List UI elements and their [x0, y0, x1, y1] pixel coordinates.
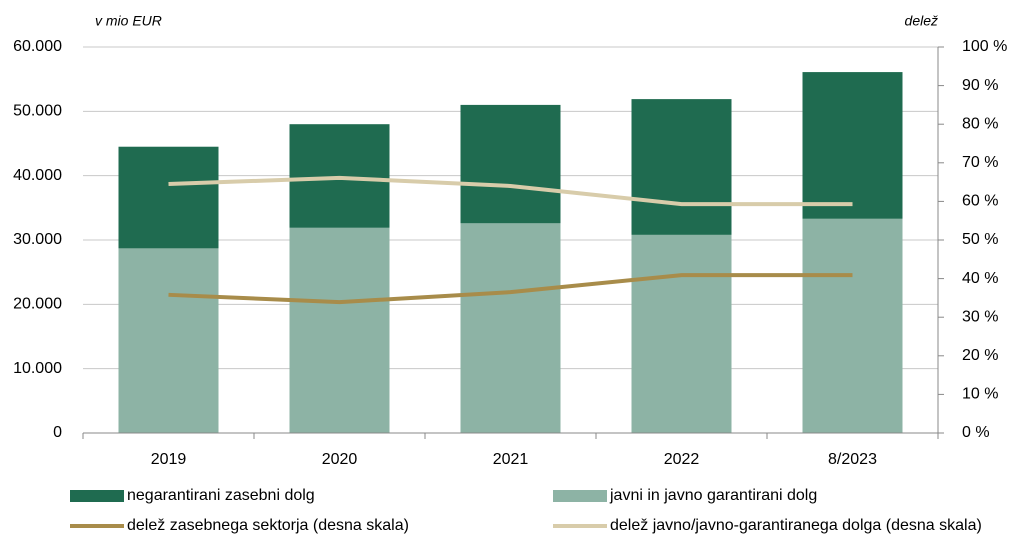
bar-segment — [289, 227, 390, 433]
y2-tick-label: 60 % — [962, 193, 998, 210]
y-tick-label: 20.000 — [13, 296, 62, 313]
legend-swatch — [70, 490, 124, 502]
y2-tick-label: 80 % — [962, 115, 998, 132]
y2-tick-label: 50 % — [962, 231, 998, 248]
bar-segment — [460, 104, 561, 224]
y2-axis-label: delež — [905, 13, 938, 29]
x-tick-label: 8/2023 — [828, 451, 877, 468]
y-tick-label: 10.000 — [13, 360, 62, 377]
legend-label: negarantirani zasebni dolg — [127, 487, 315, 504]
y2-tick-label: 100 % — [962, 38, 1007, 55]
line-series — [168, 273, 853, 305]
y-tick-label: 0 — [53, 424, 62, 441]
line-series — [168, 175, 853, 207]
bar-segment — [802, 72, 903, 219]
y-tick-label: 60.000 — [13, 38, 62, 55]
y-axis-label: v mio EUR — [95, 13, 162, 29]
bar-segment — [631, 99, 732, 235]
y2-tick-label: 0 % — [962, 424, 990, 441]
bar-segment — [802, 218, 903, 433]
y2-tick-label: 10 % — [962, 386, 998, 403]
y2-tick-label: 40 % — [962, 270, 998, 287]
legend-swatch — [553, 490, 607, 502]
y2-tick-label: 70 % — [962, 154, 998, 171]
y2-tick-label: 90 % — [962, 77, 998, 94]
x-tick-label: 2021 — [493, 451, 529, 468]
x-tick-label: 2019 — [151, 451, 187, 468]
bar-segment — [460, 223, 561, 433]
bar-segment — [631, 234, 732, 433]
legend-label: delež zasebnega sektorja (desna skala) — [127, 517, 409, 534]
y2-tick-label: 20 % — [962, 347, 998, 364]
x-tick-label: 2022 — [664, 451, 700, 468]
y2-tick-label: 30 % — [962, 308, 998, 325]
legend-label: delež javno/javno-garantiranega dolga (d… — [610, 517, 982, 534]
x-tick-label: 2020 — [322, 451, 358, 468]
bar-segment — [118, 248, 219, 433]
legend-label: javni in javno garantirani dolg — [609, 487, 817, 504]
y-tick-label: 50.000 — [13, 103, 62, 120]
y-tick-label: 30.000 — [13, 231, 62, 248]
y-tick-label: 40.000 — [13, 167, 62, 184]
bar-segment — [118, 146, 219, 249]
